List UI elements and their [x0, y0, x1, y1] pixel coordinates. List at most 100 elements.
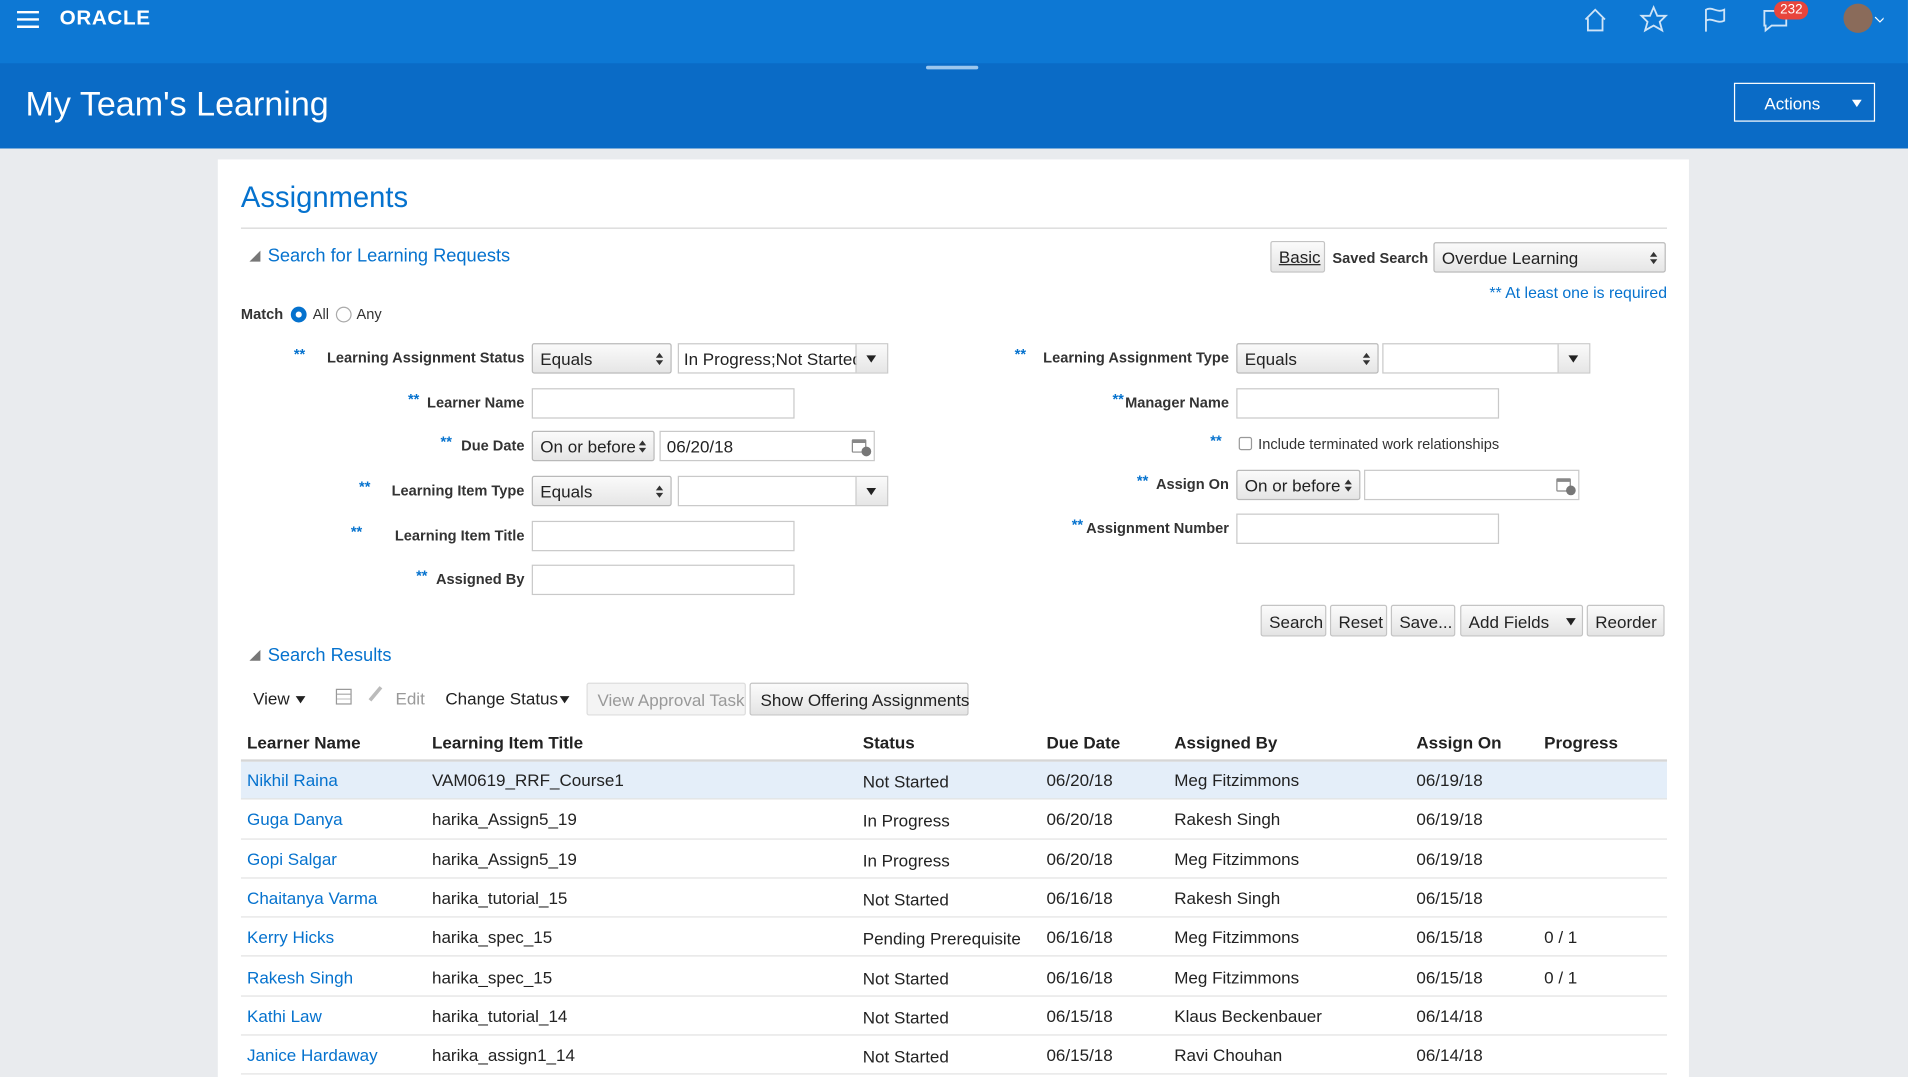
table-cell: harika_spec_15	[431, 966, 553, 987]
table-cell: Meg Fitzimmons	[1174, 848, 1300, 869]
view-menu[interactable]: View	[253, 688, 290, 709]
required-marker: **	[1071, 515, 1084, 534]
spin-arrows	[655, 485, 665, 501]
home-icon[interactable]	[1584, 8, 1606, 32]
calendar-icon[interactable]	[1556, 478, 1576, 496]
spin-arrows	[1344, 479, 1354, 494]
text-input[interactable]	[1236, 513, 1500, 544]
collapse-icon[interactable]	[249, 250, 261, 262]
title-band	[0, 63, 1908, 149]
field-label: Manager Name	[1125, 394, 1229, 412]
date-input[interactable]	[1364, 469, 1580, 501]
operator-select[interactable]: Equals	[531, 343, 672, 374]
required-marker: **	[407, 390, 420, 408]
input-value: In Progress;Not Started	[683, 349, 862, 369]
table-row[interactable]	[240, 801, 1668, 840]
select-value: On or before	[540, 436, 636, 457]
table-cell: 06/19/18	[1416, 770, 1483, 790]
field-label: Assign On	[1155, 475, 1229, 493]
arrow-down	[1649, 259, 1658, 265]
show-offering-button[interactable]: Show Offering Assignments	[749, 682, 969, 716]
dropdown-button[interactable]	[1557, 344, 1590, 373]
table-row[interactable]	[240, 919, 1668, 958]
calendar-icon[interactable]	[851, 439, 872, 457]
date-input[interactable]: 06/20/18	[659, 430, 875, 462]
search-button[interactable]: Reset	[1329, 604, 1388, 637]
required-marker: **	[1210, 431, 1222, 450]
actions-button[interactable]: Actions	[1733, 82, 1876, 122]
arrow-up	[1362, 352, 1371, 358]
dropdown-button[interactable]	[855, 477, 888, 506]
learner-link[interactable]: Kathi Law	[247, 1006, 322, 1026]
section-title[interactable]: Search for Learning Requests	[267, 245, 511, 267]
learner-link[interactable]: Nikhil Raina	[247, 770, 338, 790]
table-row[interactable]	[240, 761, 1668, 800]
search-button[interactable]: Reorder	[1586, 604, 1665, 637]
page-title: My Team's Learning	[25, 85, 329, 123]
table-row[interactable]	[240, 1037, 1668, 1075]
table-row[interactable]	[240, 998, 1668, 1036]
operator-select[interactable]: On or before	[1236, 469, 1361, 501]
radio-all-label: All	[312, 305, 329, 323]
table-cell: 06/14/18	[1416, 1045, 1483, 1065]
table-row[interactable]	[240, 840, 1668, 879]
export-icon[interactable]	[335, 688, 352, 705]
learner-link[interactable]: Kerry Hicks	[247, 927, 335, 947]
basic-button[interactable]: Basic	[1270, 240, 1326, 273]
search-button[interactable]: Save...	[1390, 604, 1456, 637]
edit-button[interactable]: Edit	[395, 688, 425, 709]
favorites-icon[interactable]	[1639, 4, 1669, 33]
table-row[interactable]	[240, 880, 1668, 918]
avatar[interactable]	[1843, 3, 1873, 33]
table-cell: 06/15/18	[1416, 888, 1483, 908]
table-cell: 06/16/18	[1046, 888, 1113, 908]
learner-link[interactable]: Janice Hardaway	[247, 1045, 378, 1065]
value-select[interactable]: In Progress;Not Started	[677, 343, 889, 374]
table-cell: Rakesh Singh	[1174, 888, 1281, 908]
checkbox[interactable]	[1238, 436, 1253, 451]
actions-label: Actions	[1764, 93, 1821, 114]
menu-icon[interactable]	[15, 7, 42, 31]
collapse-icon[interactable]	[249, 649, 261, 661]
caret	[1566, 618, 1576, 626]
learner-link[interactable]: Chaitanya Varma	[247, 888, 378, 908]
table-cell: harika_assign1_14	[431, 1045, 575, 1065]
section-title[interactable]: Search Results	[267, 644, 392, 666]
table-cell: Not Started	[862, 889, 949, 909]
required-marker: **	[440, 433, 452, 451]
value-select[interactable]	[1382, 343, 1591, 374]
avatar-caret[interactable]	[1874, 16, 1884, 23]
table-cell: harika_tutorial_14	[431, 1006, 568, 1026]
learner-link[interactable]: Guga Danya	[247, 809, 343, 830]
text-input[interactable]	[1236, 388, 1500, 419]
operator-select[interactable]: Equals	[531, 475, 672, 507]
required-marker: **	[416, 567, 428, 585]
learner-link[interactable]: Gopi Salgar	[247, 848, 337, 869]
drag-handle[interactable]	[925, 65, 979, 70]
change-status-menu[interactable]: Change Status	[445, 688, 559, 709]
table-cell: In Progress	[862, 850, 950, 870]
table-cell: harika_Assign5_19	[431, 848, 577, 869]
radio-any[interactable]	[335, 306, 352, 323]
field-label: Due Date	[461, 436, 525, 454]
view-approval-button[interactable]: View Approval Task	[586, 682, 746, 716]
field-label: Learning Item Type	[391, 481, 525, 499]
text-input[interactable]	[531, 388, 795, 419]
text-input[interactable]	[531, 520, 795, 552]
saved-search-select[interactable]: Overdue Learning	[1433, 242, 1666, 273]
radio-all[interactable]	[290, 306, 307, 323]
search-button[interactable]: Add Fields	[1460, 604, 1584, 637]
learner-link[interactable]: Rakesh Singh	[247, 966, 354, 987]
spin-arrows	[1362, 352, 1372, 368]
dropdown-button[interactable]	[855, 344, 888, 373]
caret	[866, 355, 877, 363]
flag-icon[interactable]	[1705, 7, 1726, 32]
search-button[interactable]: Search	[1260, 604, 1327, 637]
value-select[interactable]	[677, 475, 889, 507]
operator-select[interactable]: Equals	[1236, 343, 1379, 374]
operator-select[interactable]: On or before	[531, 430, 655, 462]
caret	[1851, 99, 1862, 108]
table-row[interactable]	[240, 958, 1668, 997]
text-input[interactable]	[531, 564, 795, 596]
